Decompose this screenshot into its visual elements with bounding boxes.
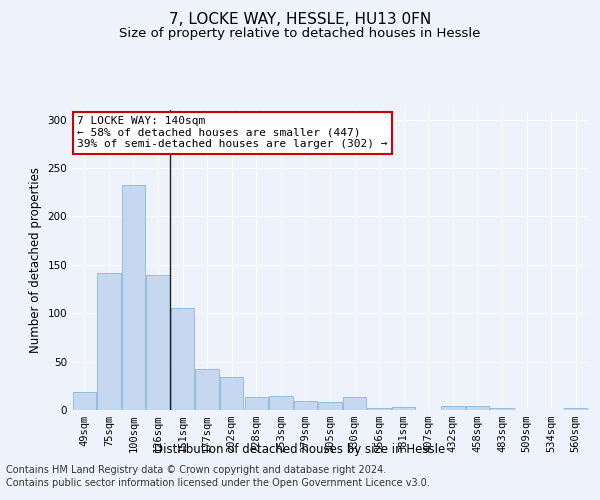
Bar xyxy=(146,274,170,410)
Bar xyxy=(245,398,268,410)
Bar xyxy=(171,308,194,410)
Bar xyxy=(196,370,219,410)
Bar xyxy=(122,186,145,410)
Bar xyxy=(466,406,489,410)
Text: Size of property relative to detached houses in Hessle: Size of property relative to detached ho… xyxy=(119,28,481,40)
Bar xyxy=(441,406,464,410)
Y-axis label: Number of detached properties: Number of detached properties xyxy=(29,167,42,353)
Bar xyxy=(367,408,391,410)
Bar xyxy=(97,272,121,410)
Bar xyxy=(490,408,514,410)
Bar xyxy=(220,377,244,410)
Bar xyxy=(269,396,293,410)
Bar xyxy=(73,392,96,410)
Bar xyxy=(319,402,341,410)
Text: 7 LOCKE WAY: 140sqm
← 58% of detached houses are smaller (447)
39% of semi-detac: 7 LOCKE WAY: 140sqm ← 58% of detached ho… xyxy=(77,116,388,149)
Bar xyxy=(343,398,366,410)
Text: Distribution of detached houses by size in Hessle: Distribution of detached houses by size … xyxy=(154,442,446,456)
Bar xyxy=(564,408,587,410)
Text: 7, LOCKE WAY, HESSLE, HU13 0FN: 7, LOCKE WAY, HESSLE, HU13 0FN xyxy=(169,12,431,28)
Text: Contains HM Land Registry data © Crown copyright and database right 2024.: Contains HM Land Registry data © Crown c… xyxy=(6,465,386,475)
Bar xyxy=(294,402,317,410)
Bar xyxy=(392,407,415,410)
Text: Contains public sector information licensed under the Open Government Licence v3: Contains public sector information licen… xyxy=(6,478,430,488)
